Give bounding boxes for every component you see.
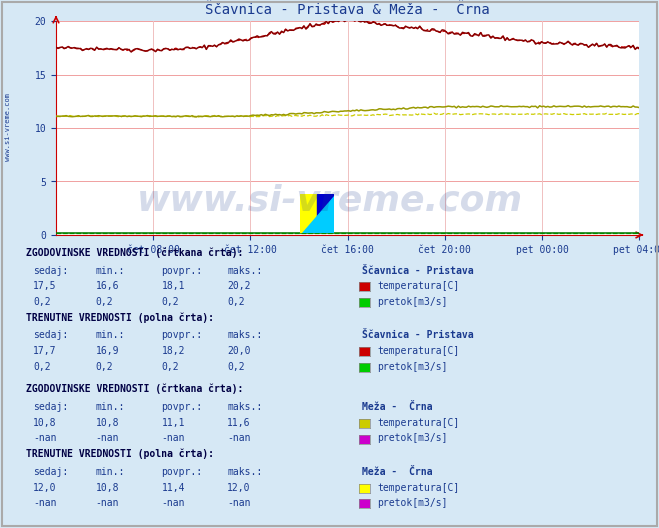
Text: -nan: -nan: [227, 498, 251, 508]
Text: TRENUTNE VREDNOSTI (polna črta):: TRENUTNE VREDNOSTI (polna črta):: [26, 449, 214, 459]
Text: maks.:: maks.:: [227, 402, 262, 412]
Text: 10,8: 10,8: [96, 483, 119, 493]
Text: sedaj:: sedaj:: [33, 266, 68, 276]
Text: 0,2: 0,2: [161, 362, 179, 372]
Text: 11,4: 11,4: [161, 483, 185, 493]
Text: temperatura[C]: temperatura[C]: [377, 281, 459, 291]
Text: 10,8: 10,8: [96, 418, 119, 428]
Text: 0,2: 0,2: [96, 297, 113, 307]
Text: min.:: min.:: [96, 331, 125, 341]
Text: povpr.:: povpr.:: [161, 402, 202, 412]
Text: 0,2: 0,2: [161, 297, 179, 307]
Title: Ščavnica - Pristava & Meža -  Črna: Ščavnica - Pristava & Meža - Črna: [205, 3, 490, 17]
Text: 16,9: 16,9: [96, 346, 119, 356]
Text: pretok[m3/s]: pretok[m3/s]: [377, 297, 447, 307]
Bar: [300, 194, 317, 233]
Text: min.:: min.:: [96, 467, 125, 477]
Text: www.si-vreme.com: www.si-vreme.com: [5, 93, 11, 161]
Bar: [317, 194, 334, 233]
Text: -nan: -nan: [161, 498, 185, 508]
Text: pretok[m3/s]: pretok[m3/s]: [377, 362, 447, 372]
Text: temperatura[C]: temperatura[C]: [377, 346, 459, 356]
Text: temperatura[C]: temperatura[C]: [377, 483, 459, 493]
Text: -nan: -nan: [96, 433, 119, 444]
Text: www.si-vreme.com: www.si-vreme.com: [136, 184, 523, 218]
Text: -nan: -nan: [33, 433, 57, 444]
Text: TRENUTNE VREDNOSTI (polna črta):: TRENUTNE VREDNOSTI (polna črta):: [26, 313, 214, 323]
Text: 20,0: 20,0: [227, 346, 251, 356]
Text: Meža -  Črna: Meža - Črna: [362, 402, 433, 412]
Text: min.:: min.:: [96, 402, 125, 412]
Text: 0,2: 0,2: [96, 362, 113, 372]
Text: pretok[m3/s]: pretok[m3/s]: [377, 433, 447, 444]
Text: temperatura[C]: temperatura[C]: [377, 418, 459, 428]
Text: 12,0: 12,0: [33, 483, 57, 493]
Text: ZGODOVINSKE VREDNOSTI (črtkana črta):: ZGODOVINSKE VREDNOSTI (črtkana črta):: [26, 384, 244, 394]
Text: 0,2: 0,2: [227, 362, 245, 372]
Text: 17,7: 17,7: [33, 346, 57, 356]
Text: Ščavnica - Pristava: Ščavnica - Pristava: [362, 266, 474, 276]
Text: min.:: min.:: [96, 266, 125, 276]
Text: 0,2: 0,2: [33, 362, 51, 372]
Text: ZGODOVINSKE VREDNOSTI (črtkana črta):: ZGODOVINSKE VREDNOSTI (črtkana črta):: [26, 248, 244, 258]
Text: -nan: -nan: [227, 433, 251, 444]
Text: -nan: -nan: [161, 433, 185, 444]
Text: 18,2: 18,2: [161, 346, 185, 356]
Text: 0,2: 0,2: [33, 297, 51, 307]
Text: pretok[m3/s]: pretok[m3/s]: [377, 498, 447, 508]
Text: 18,1: 18,1: [161, 281, 185, 291]
Text: 16,6: 16,6: [96, 281, 119, 291]
Text: Meža -  Črna: Meža - Črna: [362, 467, 433, 477]
Text: maks.:: maks.:: [227, 266, 262, 276]
Text: povpr.:: povpr.:: [161, 266, 202, 276]
Text: 0,2: 0,2: [227, 297, 245, 307]
Text: sedaj:: sedaj:: [33, 402, 68, 412]
Text: povpr.:: povpr.:: [161, 467, 202, 477]
Text: 10,8: 10,8: [33, 418, 57, 428]
Text: maks.:: maks.:: [227, 331, 262, 341]
Text: 12,0: 12,0: [227, 483, 251, 493]
Text: -nan: -nan: [33, 498, 57, 508]
Text: -nan: -nan: [96, 498, 119, 508]
Polygon shape: [302, 196, 334, 233]
Text: 20,2: 20,2: [227, 281, 251, 291]
Text: maks.:: maks.:: [227, 467, 262, 477]
Text: 17,5: 17,5: [33, 281, 57, 291]
Text: 11,6: 11,6: [227, 418, 251, 428]
Text: povpr.:: povpr.:: [161, 331, 202, 341]
Text: sedaj:: sedaj:: [33, 331, 68, 341]
Text: 11,1: 11,1: [161, 418, 185, 428]
Text: sedaj:: sedaj:: [33, 467, 68, 477]
Text: Ščavnica - Pristava: Ščavnica - Pristava: [362, 331, 474, 341]
